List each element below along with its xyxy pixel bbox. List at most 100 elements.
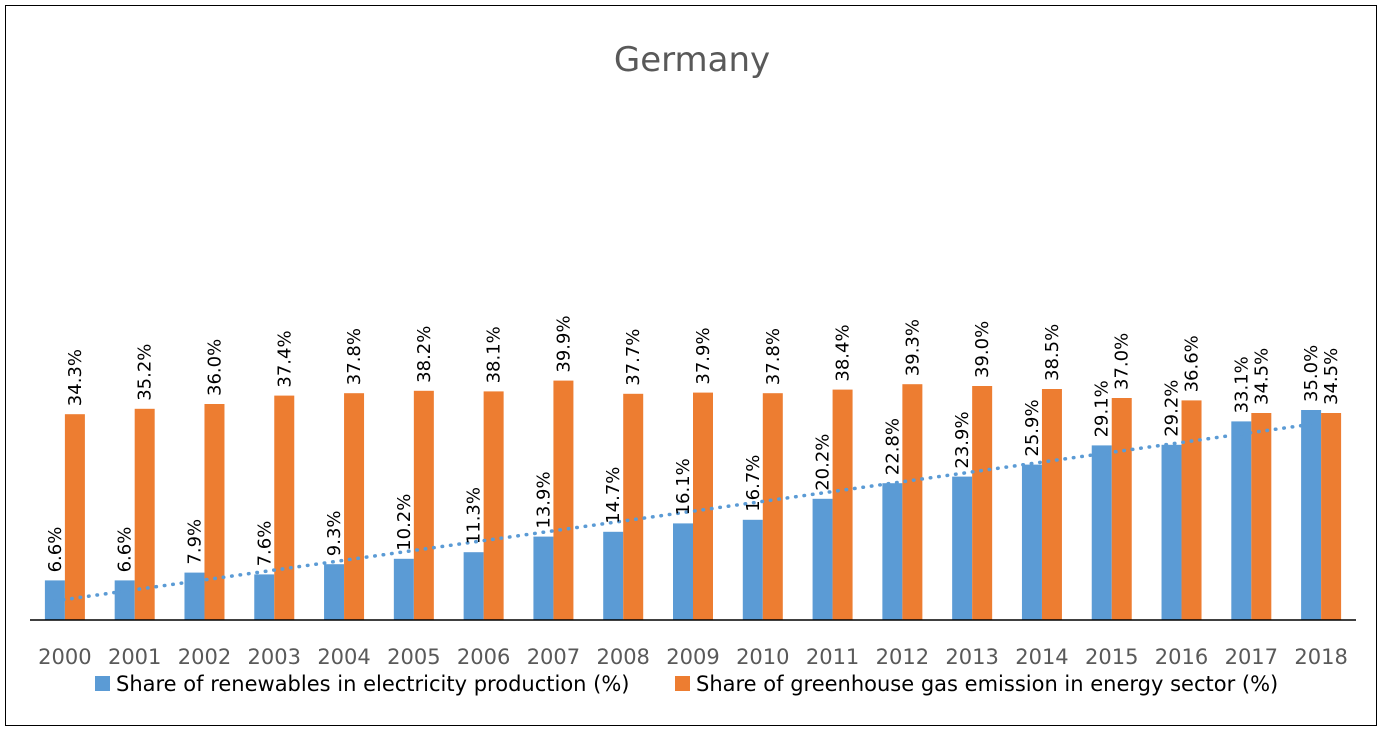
bar-renewables-2006 — [463, 552, 484, 620]
data-label-renewables-2010: 16.7% — [743, 455, 764, 512]
bar-emissions-2007 — [553, 380, 574, 620]
x-tick-2008: 2008 — [596, 645, 649, 669]
data-label-renewables-2009: 16.1% — [673, 458, 694, 515]
data-label-emissions-2000: 34.3% — [65, 349, 86, 406]
bar-emissions-2000 — [64, 414, 85, 620]
bar-renewables-2013 — [952, 476, 973, 620]
x-tick-2003: 2003 — [248, 645, 301, 669]
x-tick-2016: 2016 — [1155, 645, 1208, 669]
bar-renewables-2002 — [184, 572, 205, 620]
data-label-renewables-2011: 20.2% — [813, 434, 834, 491]
data-label-emissions-2008: 37.7% — [623, 329, 644, 386]
data-label-renewables-2004: 9.3% — [324, 510, 345, 556]
data-label-emissions-2005: 38.2% — [414, 326, 435, 383]
data-label-renewables-2013: 23.9% — [952, 411, 973, 468]
trendline-renewables — [53, 422, 1313, 603]
x-tick-2005: 2005 — [387, 645, 440, 669]
bar-emissions-2016 — [1181, 400, 1202, 620]
bar-renewables-2010 — [742, 519, 763, 620]
x-tick-2017: 2017 — [1225, 645, 1278, 669]
data-label-renewables-2014: 25.9% — [1022, 399, 1043, 456]
bar-emissions-2010 — [762, 393, 783, 620]
bar-emissions-2015 — [1111, 398, 1132, 620]
bar-renewables-2001 — [114, 580, 135, 620]
bar-emissions-2018 — [1321, 413, 1342, 620]
bar-emissions-2006 — [483, 391, 504, 620]
data-label-renewables-2016: 29.2% — [1162, 380, 1183, 437]
bar-renewables-2016 — [1161, 444, 1182, 620]
data-label-renewables-2018: 35.0% — [1301, 345, 1322, 402]
legend: Share of renewables in electricity produ… — [95, 672, 1278, 696]
x-axis-ticks: 2000 2001 2002 2003 2004 2005 2006 2007 2008 2009… — [38, 645, 1348, 669]
data-label-emissions-2017: 34.5% — [1251, 348, 1272, 405]
x-tick-2011: 2011 — [806, 645, 859, 669]
data-label-emissions-2012: 39.3% — [902, 319, 923, 376]
bars-layer — [44, 380, 1342, 620]
bar-emissions-2004 — [344, 393, 365, 620]
data-label-renewables-2012: 22.8% — [882, 418, 903, 475]
bar-renewables-2005 — [393, 558, 414, 620]
x-tick-2018: 2018 — [1294, 645, 1347, 669]
data-label-emissions-2018: 34.5% — [1321, 348, 1342, 405]
bar-renewables-2011 — [812, 498, 833, 620]
bar-renewables-2014 — [1021, 464, 1042, 620]
bar-emissions-2014 — [1041, 389, 1062, 620]
bar-emissions-2008 — [623, 393, 644, 620]
data-label-emissions-2007: 39.9% — [553, 315, 574, 372]
legend-label-emissions: Share of greenhouse gas emission in ener… — [696, 672, 1278, 696]
bar-renewables-2008 — [603, 531, 624, 620]
data-label-emissions-2004: 37.8% — [344, 328, 365, 385]
data-label-emissions-2009: 37.9% — [693, 327, 714, 384]
bar-renewables-2015 — [1091, 445, 1112, 620]
x-tick-2013: 2013 — [945, 645, 998, 669]
x-tick-2010: 2010 — [736, 645, 789, 669]
bar-emissions-2001 — [134, 408, 155, 620]
bar-renewables-2004 — [324, 564, 345, 620]
bar-chart: Germany 6.6% 34.3% 6.6% 35.2% 7.9% 36.0% 7.6% 3… — [30, 40, 1356, 696]
data-label-emissions-2011: 38.4% — [833, 324, 854, 381]
data-label-emissions-2002: 36.0% — [204, 339, 225, 396]
bar-renewables-2017 — [1231, 421, 1252, 620]
data-label-renewables-2015: 29.1% — [1092, 380, 1113, 437]
bar-renewables-2018 — [1301, 410, 1322, 620]
data-label-renewables-2007: 13.9% — [533, 471, 554, 528]
data-label-emissions-2010: 37.8% — [763, 328, 784, 385]
data-labels-layer: 6.6% 34.3% 6.6% 35.2% 7.9% 36.0% 7.6% 37.4% 9.3%… — [45, 315, 1342, 572]
x-tick-2004: 2004 — [317, 645, 370, 669]
x-tick-2012: 2012 — [876, 645, 929, 669]
data-label-emissions-2016: 36.6% — [1182, 335, 1203, 392]
data-label-emissions-2001: 35.2% — [135, 344, 156, 401]
data-label-renewables-2001: 6.6% — [115, 527, 136, 573]
bar-emissions-2009 — [693, 392, 713, 620]
bar-renewables-2012 — [882, 483, 903, 620]
data-label-renewables-2000: 6.6% — [45, 527, 66, 573]
data-label-renewables-2017: 33.1% — [1231, 356, 1252, 413]
data-label-renewables-2008: 14.7% — [603, 467, 624, 524]
x-tick-2015: 2015 — [1085, 645, 1138, 669]
data-label-renewables-2006: 11.3% — [464, 487, 485, 544]
x-tick-2000: 2000 — [38, 645, 91, 669]
trendline-layer — [53, 422, 1313, 603]
bar-emissions-2003 — [274, 395, 295, 620]
bar-emissions-2013 — [972, 386, 993, 620]
data-label-emissions-2014: 38.5% — [1042, 324, 1063, 381]
x-tick-2009: 2009 — [666, 645, 719, 669]
bar-renewables-2007 — [533, 536, 554, 620]
bar-renewables-2009 — [673, 523, 693, 620]
x-tick-2014: 2014 — [1015, 645, 1068, 669]
data-label-emissions-2013: 39.0% — [972, 321, 993, 378]
bar-emissions-2011 — [832, 389, 853, 620]
x-tick-2002: 2002 — [178, 645, 231, 669]
legend-swatch-renewables — [95, 676, 110, 691]
bar-emissions-2002 — [204, 404, 225, 620]
bar-emissions-2012 — [902, 384, 923, 620]
data-label-emissions-2015: 37.0% — [1112, 333, 1133, 390]
x-tick-2001: 2001 — [108, 645, 161, 669]
legend-label-renewables: Share of renewables in electricity produ… — [116, 672, 630, 696]
data-label-renewables-2005: 10.2% — [394, 494, 415, 551]
bar-renewables-2003 — [254, 574, 275, 620]
data-label-renewables-2002: 7.9% — [184, 519, 205, 565]
chart-frame: Germany 6.6% 34.3% 6.6% 35.2% 7.9% 36.0% 7.6% 3… — [5, 5, 1377, 726]
data-label-emissions-2003: 37.4% — [274, 330, 295, 387]
x-tick-2007: 2007 — [527, 645, 580, 669]
